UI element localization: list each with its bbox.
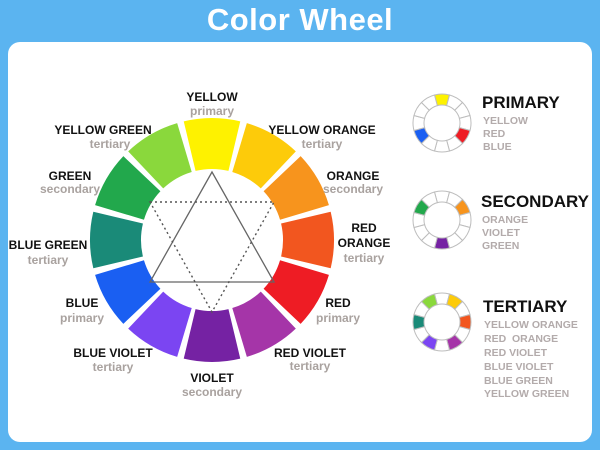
label-violet: VIOLET (190, 371, 234, 385)
segment-yellow-orange (232, 123, 296, 189)
label-blue: BLUE (66, 296, 99, 310)
legend-item: VIOLET (482, 227, 521, 239)
sub-violet: secondary (182, 385, 242, 399)
label-red: RED (325, 296, 351, 310)
label-yellow-orange: YELLOW ORANGE (268, 123, 375, 137)
legend-item: YELLOW (483, 115, 528, 127)
sub-red: primary (316, 311, 360, 325)
mini-wheel-tertiary (412, 292, 472, 352)
segment-blue (95, 260, 161, 324)
label-red-orange-1: RED (351, 221, 377, 235)
legend-item: ORANGE (482, 214, 528, 226)
main-color-wheel (89, 117, 335, 363)
segment-red (263, 260, 329, 324)
legend-item: BLUE VIOLET (484, 361, 554, 373)
legend-item: RED VIOLET (484, 347, 548, 359)
legend-primary: PRIMARY YELLOW RED BLUE (412, 93, 560, 153)
sub-blue: primary (60, 311, 104, 325)
sub-yellow-green: tertiary (90, 137, 131, 151)
segment-green (95, 156, 161, 220)
label-blue-violet: BLUE VIOLET (73, 346, 153, 360)
legend-tertiary: TERTIARY YELLOW ORANGE RED ORANGE RED VI… (412, 292, 578, 400)
sub-red-orange: tertiary (344, 251, 385, 265)
sub-blue-violet: tertiary (93, 360, 134, 374)
legend-secondary: SECONDARY ORANGE VIOLET GREEN (412, 190, 590, 252)
sub-yellow-orange: tertiary (302, 137, 343, 151)
segment-yellow-green (128, 123, 192, 189)
legend-item: GREEN (482, 240, 519, 252)
segment-yellow-green (420, 191, 438, 208)
legend-item: RED ORANGE (484, 333, 558, 345)
segment-orange (263, 156, 329, 220)
segment-yellow-green (420, 293, 438, 310)
label-yellow: YELLOW (186, 90, 238, 104)
sub-green: secondary (40, 182, 100, 196)
legend-item: YELLOW GREEN (484, 388, 569, 400)
mini-wheel-primary (412, 93, 472, 153)
secondary-triangle (148, 201, 276, 314)
segment-yellow-green (420, 94, 438, 111)
legend-item: BLUE GREEN (484, 375, 553, 387)
segment-violet (183, 309, 241, 363)
sub-yellow: primary (190, 104, 234, 118)
legend-heading: TERTIARY (483, 297, 568, 316)
mini-wheel-secondary (412, 190, 472, 250)
sub-orange: secondary (323, 182, 383, 196)
page-title: Color Wheel (206, 2, 394, 37)
primary-triangle (148, 170, 276, 283)
segment-yellow (183, 117, 241, 171)
legend-item: BLUE (483, 141, 512, 153)
sub-red-violet: tertiary (290, 359, 331, 373)
label-orange: ORANGE (327, 169, 380, 183)
sub-blue-green: tertiary (28, 253, 69, 267)
label-yellow-green: YELLOW GREEN (54, 123, 151, 137)
label-green: GREEN (49, 169, 92, 183)
segment-red-orange (281, 211, 335, 269)
legend-heading: SECONDARY (481, 192, 590, 211)
legend-heading: PRIMARY (482, 93, 560, 112)
label-red-orange-2: ORANGE (338, 236, 391, 250)
legend-item: YELLOW ORANGE (484, 319, 578, 331)
label-red-violet: RED VIOLET (274, 346, 347, 360)
label-blue-green: BLUE GREEN (9, 238, 88, 252)
segment-blue-green (89, 211, 143, 269)
segment-red-violet (232, 291, 296, 357)
segment-blue-violet (128, 291, 192, 357)
legend-item: RED (483, 128, 506, 140)
